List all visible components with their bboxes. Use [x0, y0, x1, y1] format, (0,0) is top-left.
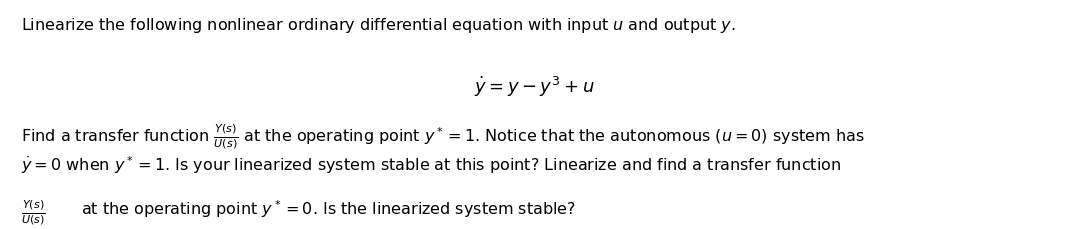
Text: at the operating point $y^* = 0$. Is the linearized system stable?: at the operating point $y^* = 0$. Is the…	[81, 197, 577, 219]
Text: $\dot{y} = 0$ when $y^* = 1$. Is your linearized system stable at this point? Li: $\dot{y} = 0$ when $y^* = 1$. Is your li…	[21, 153, 841, 175]
Text: Linearize the following nonlinear ordinary differential equation with input $u$ : Linearize the following nonlinear ordina…	[21, 16, 735, 35]
Text: $\frac{Y(s)}{U(s)}$: $\frac{Y(s)}{U(s)}$	[21, 197, 46, 226]
Text: Find a transfer function $\frac{Y(s)}{U(s)}$ at the operating point $y^* = 1$. N: Find a transfer function $\frac{Y(s)}{U(…	[21, 122, 864, 151]
Text: $\dot{y} = y - y^3 + u$: $\dot{y} = y - y^3 + u$	[475, 74, 595, 98]
